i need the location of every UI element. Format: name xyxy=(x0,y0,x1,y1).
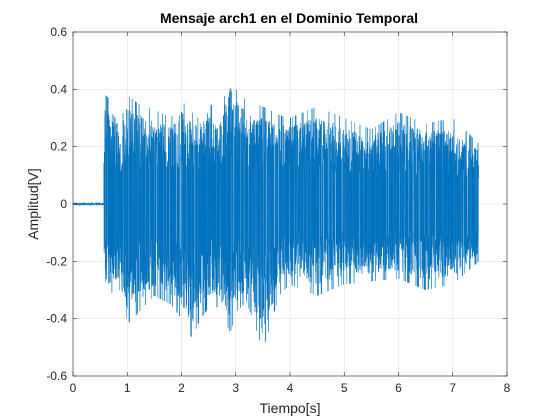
x-tick-label: 1 xyxy=(124,381,131,395)
x-tick-label: 5 xyxy=(341,381,348,395)
y-tick-label: 0.6 xyxy=(50,25,67,39)
axis-ticks: 0 1 2 3 4 5 6 7 8 -0.6 -0.4 -0.2 0 0.2 0.4 0.6 xyxy=(46,25,510,395)
y-tick-label: 0.2 xyxy=(50,140,67,154)
y-tick-label: -0.6 xyxy=(46,369,67,383)
x-tick-label: 6 xyxy=(395,381,402,395)
x-tick-label: 4 xyxy=(287,381,294,395)
signal-trace xyxy=(72,88,480,343)
y-tick-label: -0.2 xyxy=(46,254,67,268)
y-tick-label: 0.4 xyxy=(50,82,67,96)
chart-title: Mensaje arch1 en el Dominio Temporal xyxy=(160,10,418,26)
x-tick-label: 0 xyxy=(70,381,77,395)
x-tick-label: 2 xyxy=(178,381,185,395)
x-tick-label: 7 xyxy=(449,381,456,395)
signal-line xyxy=(72,88,480,343)
y-tick-label: 0 xyxy=(60,197,67,211)
x-axis-label: Tiempo[s] xyxy=(260,400,321,416)
x-tick-label: 8 xyxy=(504,381,511,395)
y-tick-label: -0.4 xyxy=(46,312,67,326)
y-axis-label: Amplitud[V] xyxy=(25,168,41,240)
x-tick-label: 3 xyxy=(232,381,239,395)
